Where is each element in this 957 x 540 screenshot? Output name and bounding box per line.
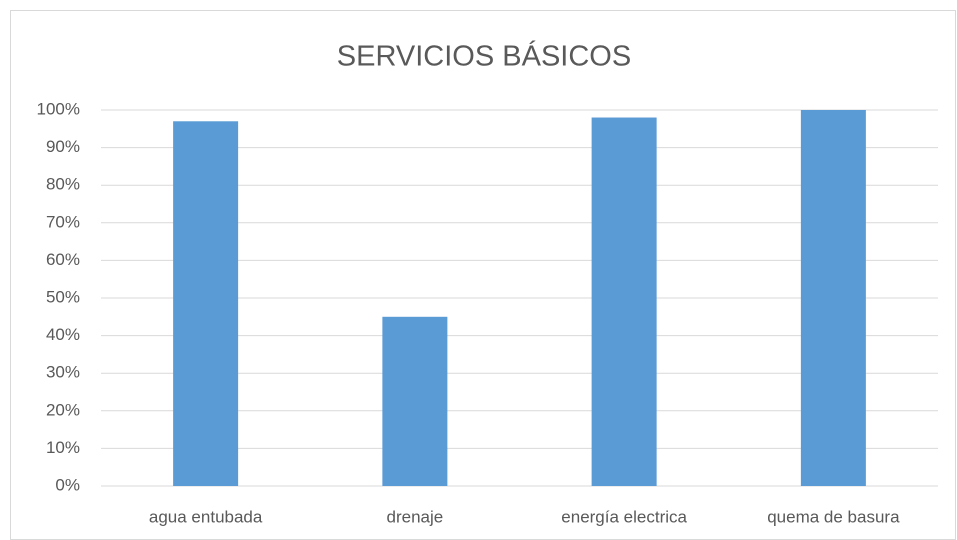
y-tick-label: 70%	[46, 212, 80, 231]
x-tick-label: quema de basura	[767, 507, 900, 526]
bar	[382, 316, 448, 486]
bar	[800, 110, 866, 486]
y-tick-label: 60%	[46, 250, 80, 269]
bar	[591, 117, 657, 487]
x-tick-label: energía electrica	[561, 507, 687, 526]
y-tick-label: 30%	[46, 363, 80, 382]
x-tick-label: drenaje	[387, 507, 444, 526]
y-tick-label: 10%	[46, 438, 80, 457]
chart-title: SERVICIOS BÁSICOS	[337, 40, 631, 73]
y-tick-label: 20%	[46, 400, 80, 419]
chart-frame	[10, 10, 956, 540]
y-tick-label: 40%	[46, 325, 80, 344]
x-tick-label: agua entubada	[149, 507, 263, 526]
y-tick-label: 50%	[46, 287, 80, 306]
y-tick-label: 90%	[46, 137, 80, 156]
y-tick-label: 100%	[37, 99, 80, 118]
y-tick-label: 80%	[46, 175, 80, 194]
y-tick-label: 0%	[55, 475, 80, 494]
bar	[173, 121, 239, 486]
